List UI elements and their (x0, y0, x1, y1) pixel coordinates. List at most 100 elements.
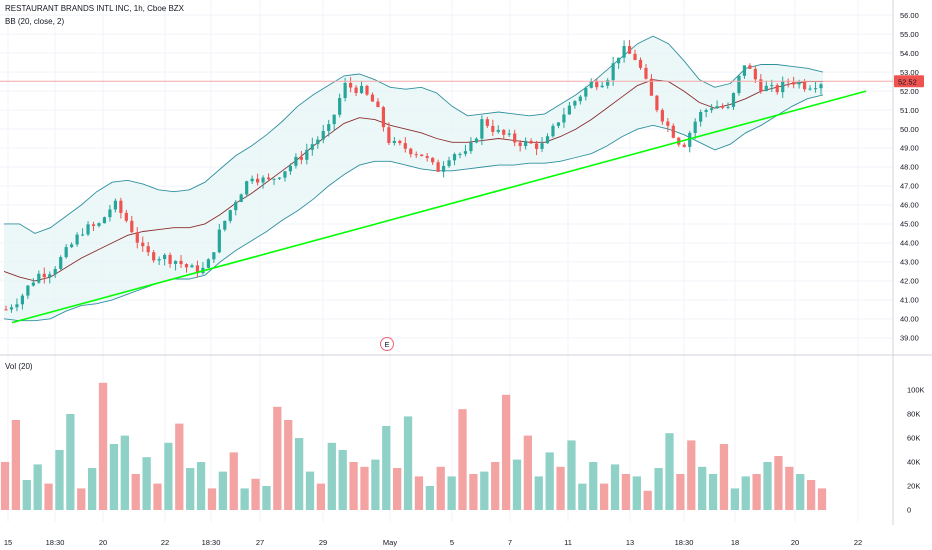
candle-body (354, 87, 358, 93)
bollinger-label: BB (20, close, 2) (5, 17, 65, 26)
time-tick-label: 27 (256, 538, 264, 547)
candle-body (327, 124, 331, 131)
time-tick-label: 18:30 (675, 538, 694, 547)
volume-bar (229, 452, 238, 510)
candle-body (338, 98, 342, 115)
candle-body (627, 46, 632, 54)
volume-bar (305, 471, 315, 510)
price-candles (4, 39, 823, 313)
volume-bar (371, 459, 380, 510)
volume-bar (643, 490, 652, 510)
time-tick-label: 7 (508, 538, 512, 547)
volume-bar (0, 462, 10, 510)
trendline[interactable] (11, 90, 867, 324)
price-tick-label: 41.00 (900, 296, 919, 305)
candle-body (261, 177, 265, 183)
candle-body (277, 177, 282, 179)
volume-bar (545, 452, 554, 510)
candle-body (370, 94, 375, 102)
candle-body (381, 107, 386, 128)
candle-body (436, 162, 440, 172)
candle-body (108, 209, 112, 218)
volume-bar (687, 440, 696, 510)
candle-body (272, 178, 276, 180)
volume-bar (556, 466, 565, 510)
volume-bar (763, 462, 772, 510)
price-tick-label: 46.00 (900, 201, 919, 210)
candle-body (458, 153, 462, 155)
candle-body (600, 85, 604, 88)
volume-bar (338, 450, 347, 510)
candle-body (119, 200, 123, 213)
candle-body (102, 217, 107, 224)
volume-bar (360, 466, 369, 510)
volume-bar (196, 462, 206, 510)
candle-body (589, 81, 593, 88)
earnings-label: E (384, 340, 389, 349)
candle-body (70, 244, 74, 248)
candle-body (534, 143, 539, 149)
volume-bar (578, 483, 587, 510)
time-tick-label: 5 (450, 538, 454, 547)
candle-body (578, 96, 582, 102)
volume-bar (469, 474, 478, 510)
candle-body (124, 212, 128, 221)
candle-body (343, 82, 347, 99)
candle-body (409, 148, 413, 155)
candle-body (562, 114, 566, 123)
volume-bar (480, 471, 489, 510)
candle-body (184, 264, 189, 268)
volume-bar (512, 459, 522, 510)
candle-body (173, 260, 178, 264)
volume-bar (44, 483, 53, 510)
volume-bar (175, 423, 184, 510)
candle-body (42, 273, 46, 278)
candle-body (682, 144, 686, 147)
volume-bar (294, 438, 304, 510)
candle-body (420, 154, 424, 157)
candle-body (491, 125, 495, 132)
candle-body (737, 75, 741, 94)
volume-bar (599, 483, 609, 510)
time-tick-label: 15 (4, 538, 12, 547)
time-tick-label: 18:30 (202, 538, 221, 547)
candle-body (256, 178, 260, 183)
candle-body (813, 88, 818, 90)
candle-body (332, 114, 336, 125)
volume-bar (436, 466, 445, 510)
candle-body (146, 246, 150, 253)
candle-body (316, 139, 320, 145)
candle-body (595, 81, 599, 88)
candle-body (797, 82, 801, 85)
earnings-marker[interactable]: E (380, 337, 394, 351)
trendline-segment (11, 90, 867, 324)
volume-bar (534, 476, 543, 510)
price-tick-label: 43.00 (900, 258, 919, 267)
volume-bar (719, 444, 729, 510)
volume-bar (752, 474, 761, 510)
candle-body (365, 85, 369, 95)
volume-bar (55, 450, 64, 510)
candle-body (376, 101, 380, 108)
basis-line (3, 79, 823, 282)
candle-body (556, 122, 561, 126)
candle-body (48, 274, 52, 278)
candle-body (524, 140, 528, 147)
volume-bar (66, 414, 75, 510)
price-tick-label: 45.00 (900, 220, 919, 229)
price-tick-label: 56.00 (900, 11, 919, 20)
volume-bar (77, 488, 86, 510)
candle-body (529, 140, 533, 144)
candle-body (775, 85, 779, 93)
time-tick-label: 18 (731, 538, 739, 547)
price-tick-label: 51.00 (900, 106, 919, 115)
candle-body (606, 80, 610, 86)
volume-bar (491, 462, 500, 510)
volume-tick-label: 80K (907, 410, 920, 419)
price-tick-label: 49.00 (900, 144, 919, 153)
candle-body (414, 154, 418, 156)
time-tick-label: 22 (161, 538, 169, 547)
candle-body (819, 84, 823, 89)
volume-bar (393, 468, 402, 510)
